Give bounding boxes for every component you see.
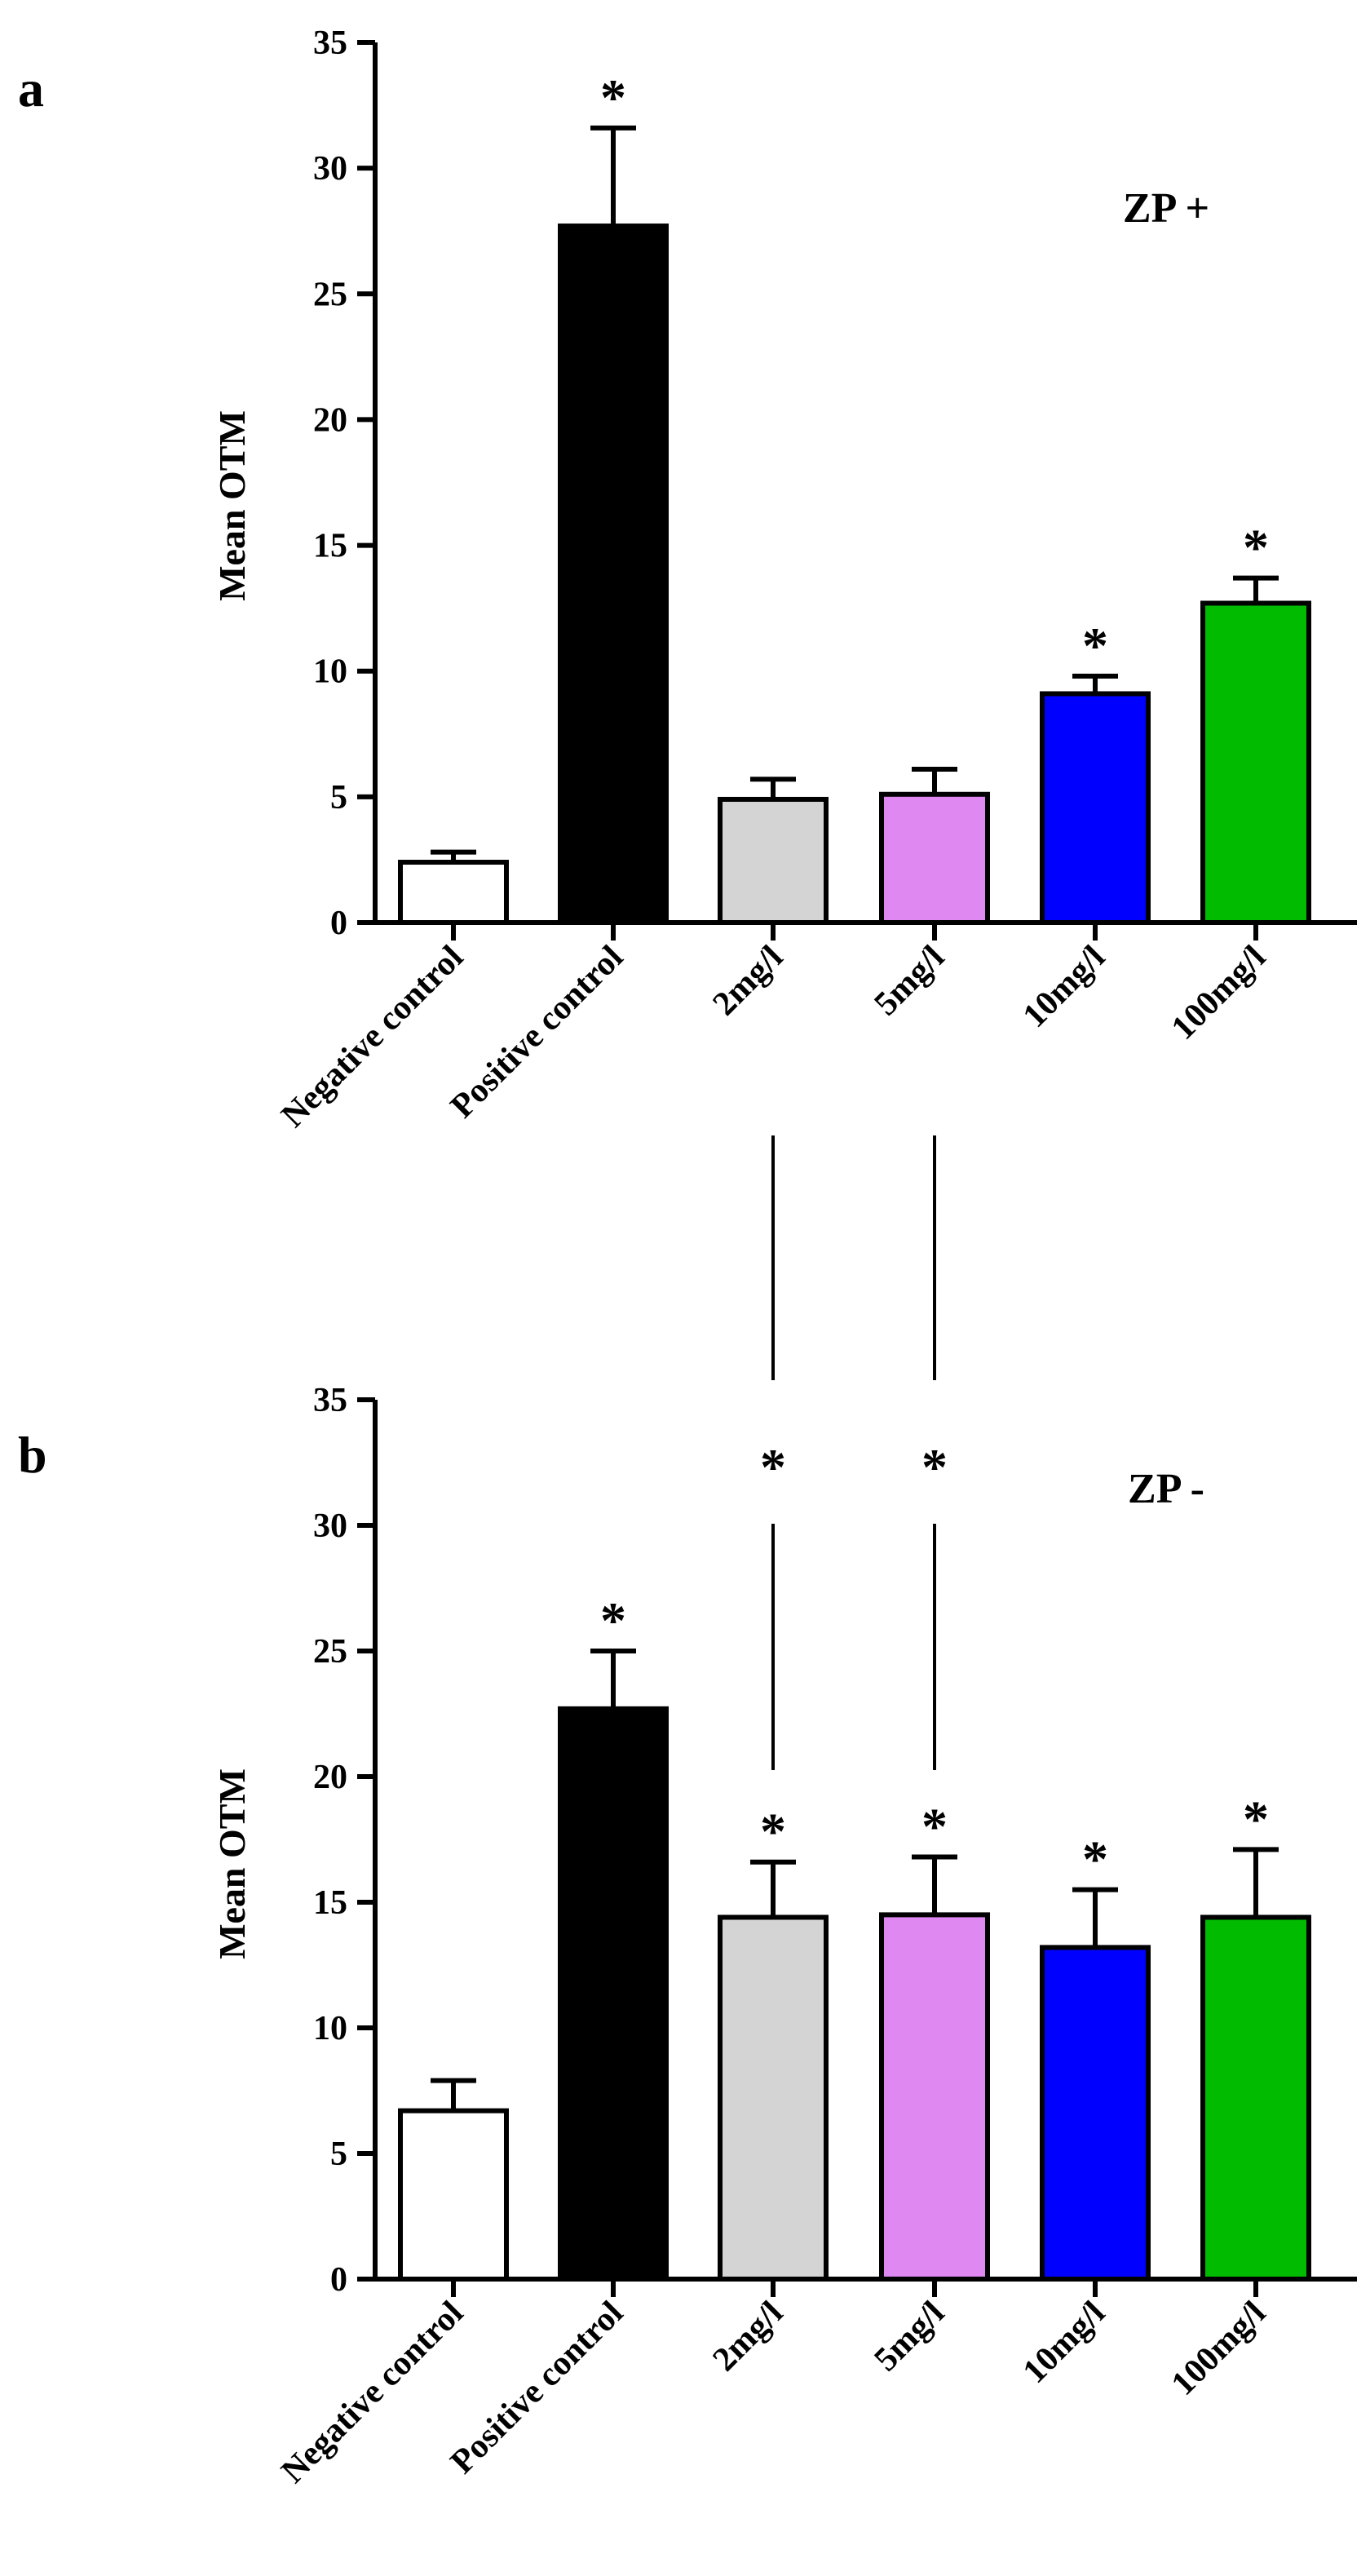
panel-label: b bbox=[18, 1426, 47, 1484]
bar bbox=[1040, 691, 1151, 926]
x-category-label: 5mg/l bbox=[868, 2295, 952, 2379]
y-tick-label: 25 bbox=[313, 1633, 347, 1671]
y-tick-label: 25 bbox=[313, 276, 347, 313]
x-category-label: 100mg/l bbox=[1164, 2295, 1273, 2403]
y-tick-label: 20 bbox=[313, 401, 347, 439]
y-tick-label: 0 bbox=[330, 905, 347, 942]
bar bbox=[1040, 1945, 1151, 2282]
comparison-marker: * bbox=[921, 1438, 948, 1496]
bar bbox=[718, 796, 829, 925]
bar bbox=[1200, 600, 1311, 926]
y-tick-label: 0 bbox=[330, 2261, 347, 2299]
x-category-label: Positive control bbox=[444, 939, 630, 1126]
x-category-label: Negative control bbox=[274, 2295, 471, 2491]
significance-marker: * bbox=[1243, 1790, 1269, 1848]
y-tick-label: 30 bbox=[313, 150, 347, 188]
y-tick-label: 35 bbox=[313, 24, 347, 62]
x-category-label: 5mg/l bbox=[868, 939, 952, 1023]
y-tick-label: 5 bbox=[330, 779, 347, 817]
y-tick-label: 10 bbox=[313, 653, 347, 691]
y-tick-label: 35 bbox=[313, 1382, 347, 1419]
comparison-marker: * bbox=[760, 1438, 786, 1496]
y-tick-label: 5 bbox=[330, 2136, 347, 2173]
bar bbox=[1200, 1914, 1311, 2282]
y-tick-label: 15 bbox=[313, 528, 347, 565]
bar bbox=[398, 2108, 509, 2282]
x-category-label: 10mg/l bbox=[1016, 939, 1112, 1035]
y-axis-label: Mean OTM bbox=[211, 1768, 253, 1959]
significance-marker: * bbox=[600, 69, 626, 126]
x-category-label: 2mg/l bbox=[706, 2295, 790, 2379]
y-tick-label: 10 bbox=[313, 2010, 347, 2047]
significance-marker: * bbox=[1082, 1830, 1108, 1888]
panel-annotation: ZP + bbox=[1123, 185, 1209, 232]
significance-marker: * bbox=[921, 1798, 948, 1856]
bar bbox=[558, 1706, 669, 2282]
significance-marker: * bbox=[1082, 617, 1108, 675]
x-category-label: Negative control bbox=[274, 939, 471, 1135]
x-category-label: Positive control bbox=[444, 2295, 630, 2481]
panel-label: a bbox=[18, 60, 44, 117]
x-category-label: 2mg/l bbox=[706, 939, 790, 1023]
bar bbox=[879, 791, 990, 925]
y-tick-label: 30 bbox=[313, 1507, 347, 1545]
bar bbox=[398, 860, 509, 926]
bar bbox=[879, 1912, 990, 2282]
significance-marker: * bbox=[1243, 519, 1269, 577]
y-axis-label: Mean OTM bbox=[211, 410, 253, 601]
x-category-label: 100mg/l bbox=[1164, 939, 1273, 1047]
x-category-label: 10mg/l bbox=[1016, 2295, 1112, 2391]
bar bbox=[718, 1914, 829, 2282]
y-tick-label: 20 bbox=[313, 1759, 347, 1796]
significance-marker: * bbox=[600, 1591, 626, 1649]
bar bbox=[558, 224, 669, 925]
y-tick-label: 15 bbox=[313, 1884, 347, 1922]
significance-marker: * bbox=[760, 1803, 786, 1861]
panel-annotation: ZP - bbox=[1128, 1466, 1204, 1512]
